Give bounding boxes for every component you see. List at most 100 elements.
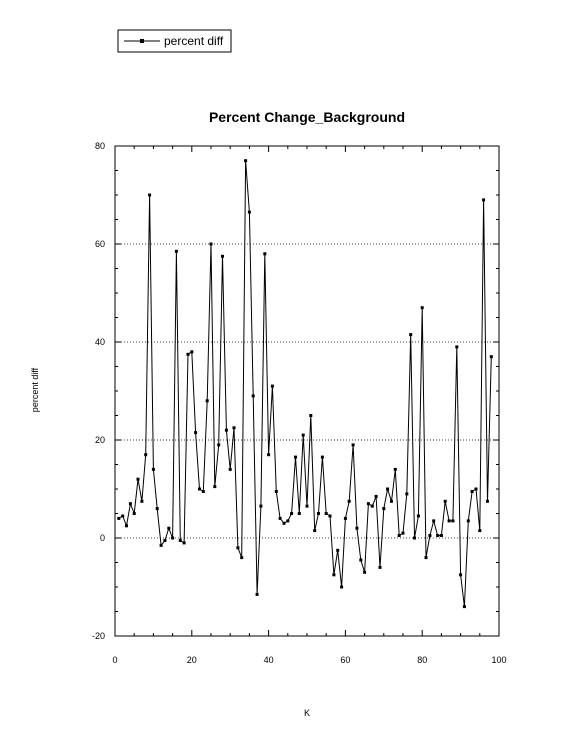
data-point: [244, 159, 248, 163]
data-point: [205, 399, 209, 403]
data-point: [313, 529, 317, 533]
data-point: [263, 252, 267, 256]
x-tick-label: 80: [417, 655, 427, 665]
data-point: [328, 514, 332, 518]
data-point: [267, 453, 271, 457]
data-point: [474, 487, 478, 491]
data-point: [294, 455, 297, 459]
data-point: [359, 558, 363, 562]
data-point: [190, 350, 194, 354]
legend-entry-percent-diff: percent diff: [164, 34, 224, 48]
data-point: [167, 526, 171, 530]
data-point: [424, 556, 428, 560]
data-point: [140, 499, 144, 503]
data-point: [251, 394, 255, 398]
data-point: [155, 507, 159, 511]
data-point: [466, 519, 470, 523]
data-point: [386, 487, 390, 491]
y-tick-label: 0: [100, 533, 105, 543]
chart-title: Percent Change_Background: [209, 109, 405, 125]
y-tick-label: 80: [95, 141, 105, 151]
data-point: [420, 306, 424, 310]
data-point: [336, 548, 340, 552]
data-point: [305, 504, 309, 508]
data-point: [236, 546, 240, 550]
data-point: [224, 428, 228, 432]
data-point: [324, 512, 328, 515]
data-point: [151, 467, 155, 471]
data-point: [186, 352, 190, 356]
data-point: [144, 453, 148, 457]
axis-ticks: [114, 145, 500, 637]
x-tick-label: 40: [264, 655, 274, 665]
data-point: [470, 490, 474, 493]
data-point: [301, 433, 305, 437]
data-point: [171, 536, 175, 540]
data-point: [240, 556, 244, 560]
data-point: [366, 502, 370, 506]
data-point: [201, 490, 205, 493]
data-point: [351, 443, 355, 447]
data-point: [232, 426, 236, 430]
data-point: [117, 516, 121, 520]
data-point: [413, 536, 416, 540]
data-point: [332, 573, 336, 577]
data-point: [409, 333, 413, 337]
legend-box: [117, 29, 232, 53]
gridlines: [115, 145, 499, 539]
data-point: [259, 504, 263, 508]
y-tick-label: 60: [95, 239, 105, 249]
legend-marker-swatch: [140, 39, 144, 43]
x-tick-label: 60: [340, 655, 350, 665]
data-point: [428, 534, 432, 537]
data-point: [221, 254, 224, 258]
data-point: [416, 514, 420, 518]
legend: percent diff: [117, 29, 232, 53]
data-point: [459, 573, 463, 577]
data-point: [343, 516, 347, 520]
plot-frame: [114, 145, 500, 637]
data-point: [320, 455, 324, 459]
data-point: [317, 512, 320, 515]
data-point: [436, 534, 440, 537]
data-point: [370, 504, 374, 508]
data-point: [255, 592, 259, 596]
data-point: [486, 499, 489, 503]
data-point: [198, 487, 201, 491]
data-point: [178, 539, 182, 542]
data-point: [290, 512, 294, 515]
data-point: [128, 502, 132, 506]
data-point: [405, 492, 409, 496]
data-point: [489, 355, 493, 359]
data-point: [382, 507, 386, 511]
data-point: [132, 512, 136, 515]
x-tick-label: 0: [112, 655, 117, 665]
data-point: [174, 249, 178, 253]
data-point: [278, 516, 282, 520]
x-axis-label: K: [304, 708, 310, 718]
data-point: [447, 519, 451, 523]
y-tick-label: 20: [95, 435, 105, 445]
data-point: [247, 210, 251, 214]
data-point: [309, 414, 313, 417]
data-point: [125, 524, 128, 528]
data-point: [213, 485, 217, 489]
x-tick-label: 20: [187, 655, 197, 665]
data-point: [432, 519, 436, 523]
data-point: [148, 193, 152, 197]
data-point: [397, 534, 401, 537]
data-point: [374, 494, 378, 498]
data-point: [159, 543, 163, 547]
data-point: [209, 242, 213, 246]
y-axis-label: percent diff: [30, 367, 40, 412]
data-point: [286, 519, 290, 523]
plot-area: -20 0 20 40 60 80 0 20 40 60 80 100: [92, 141, 507, 665]
tick-labels: -20 0 20 40 60 80 0 20 40 60 80 100: [92, 141, 507, 665]
data-point: [163, 539, 167, 542]
data-point: [378, 565, 382, 569]
data-point: [478, 529, 482, 533]
data-point: [282, 521, 286, 525]
data-point: [443, 499, 447, 503]
data-point: [347, 499, 351, 503]
